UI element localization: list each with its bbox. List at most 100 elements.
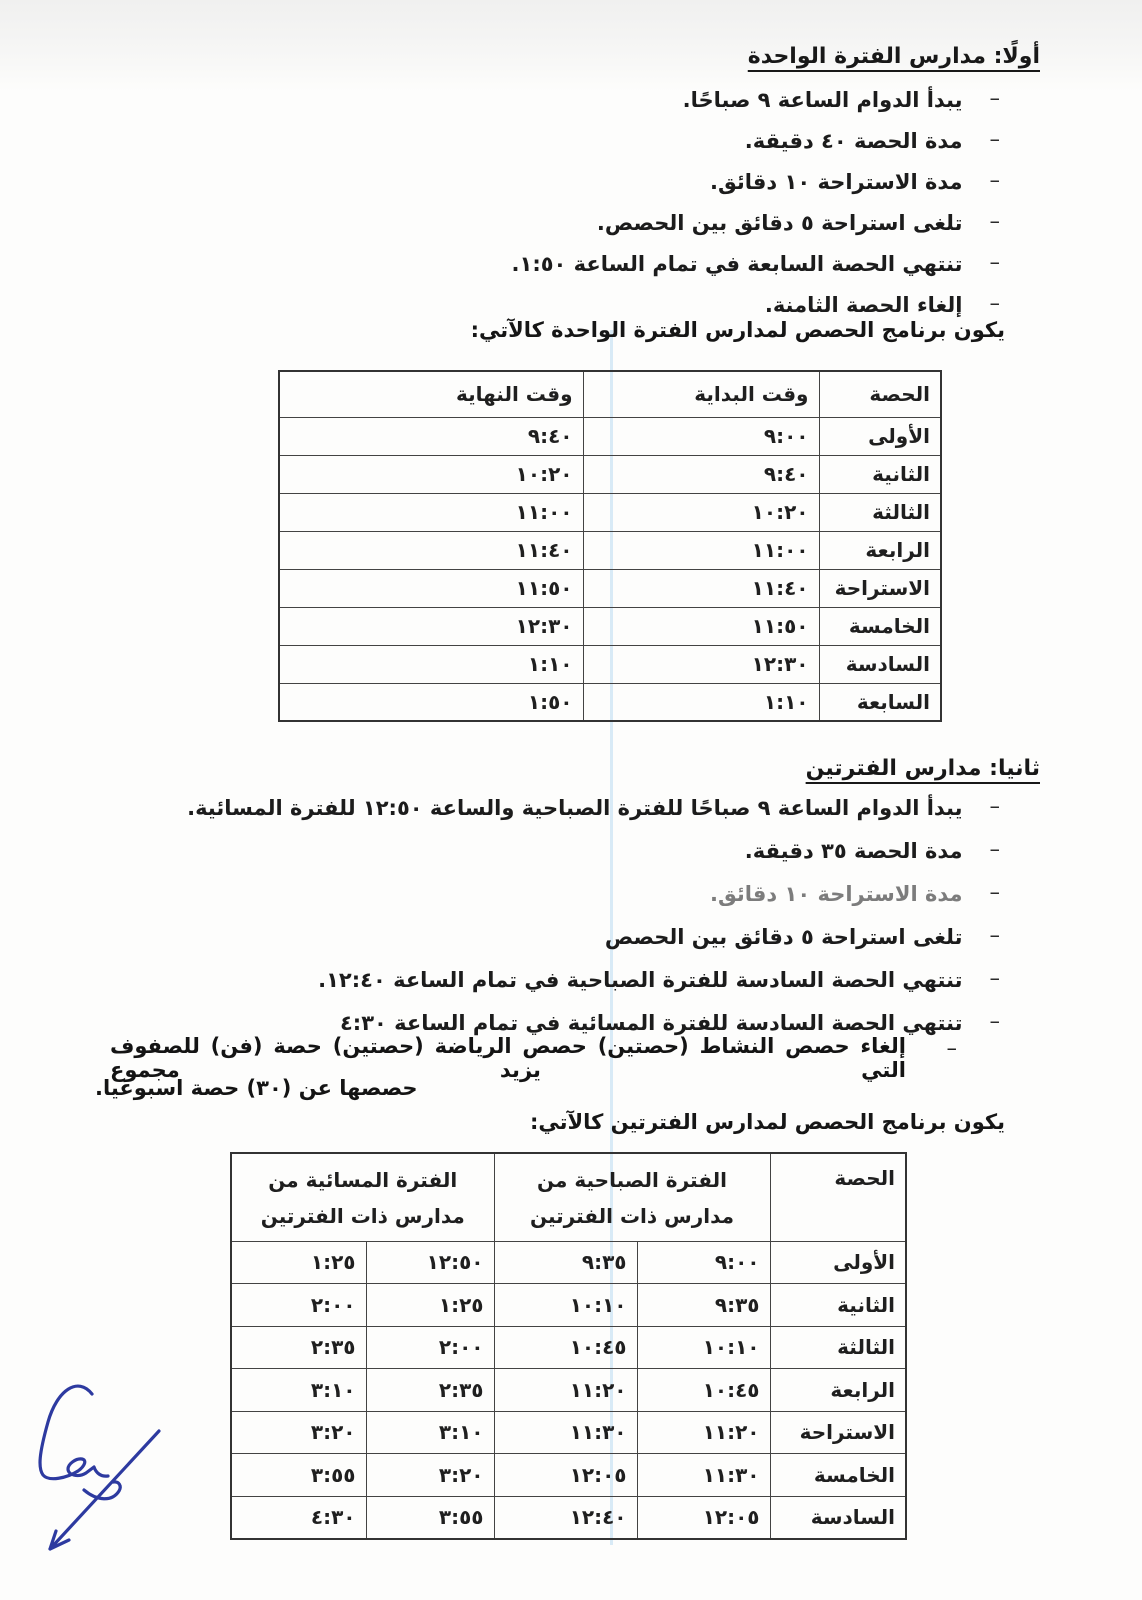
list-item: – مدة الحصة ٣٥ دقيقة. — [187, 837, 1000, 882]
table-row: الخامسة ١١:٥٠ ١٢:٣٠ — [278, 606, 942, 646]
table-row: الأولى ٩:٠٠ ٩:٣٥ ١٢:٥٠ ١:٢٥ — [230, 1240, 907, 1284]
start-cell: ١١:٠٠ — [582, 530, 820, 570]
evening-end-cell: ٢:٠٠ — [230, 1283, 367, 1327]
table-row: الثانية ٩:٤٠ ١٠:٢٠ — [278, 454, 942, 494]
start-cell: ١١:٤٠ — [582, 568, 820, 608]
period-cell: الرابعة — [769, 1368, 907, 1412]
period-cell: الخامسة — [769, 1453, 907, 1497]
bullet-text: تنتهي الحصة السادسة للفترة الصباحية في ت… — [318, 968, 963, 992]
col-header-end-time: وقت النهاية — [278, 370, 584, 418]
bullet-text: مدة الاستراحة ١٠ دقائق. — [710, 882, 963, 906]
list-item: – تنتهي الحصة السابعة في تمام الساعة ١:٥… — [511, 250, 1001, 293]
dash-bullet-marker: – — [989, 880, 1001, 904]
table-row: الثالثة ١٠:٢٠ ١١:٠٠ — [278, 492, 942, 532]
dash-bullet-marker: – — [989, 1009, 1001, 1033]
table-row: الخامسة ١١:٣٠ ١٢:٠٥ ٣:٢٠ ٣:٥٥ — [230, 1453, 907, 1497]
table-row: الاستراحة ١١:٤٠ ١١:٥٠ — [278, 568, 942, 608]
signature-loop — [38, 1384, 110, 1481]
period-cell: الخامسة — [818, 606, 942, 646]
table-row: الرابعة ١٠:٤٥ ١١:٢٠ ٢:٣٥ ٣:١٠ — [230, 1368, 907, 1412]
period-cell: السابعة — [818, 682, 942, 722]
end-cell: ١:٥٠ — [278, 682, 584, 722]
start-cell: ١:١٠ — [582, 682, 820, 722]
morning-end-cell: ١٢:٤٠ — [493, 1495, 638, 1539]
cancellation-bullet-line2: حصصها عن (٣٠) حصة اسبوعيا. — [95, 1076, 418, 1100]
table-row: السادسة ١٢:٣٠ ١:١٠ — [278, 644, 942, 684]
dash-bullet-marker: – — [989, 250, 1001, 274]
evening-start-cell: ٢:٣٥ — [365, 1368, 495, 1412]
section1-bullet-list: – يبدأ الدوام الساعة ٩ صباحًا. – مدة الح… — [511, 86, 1001, 334]
morning-end-cell: ١٠:٤٥ — [493, 1325, 638, 1369]
evening-end-cell: ٢:٣٥ — [230, 1325, 367, 1369]
end-cell: ١١:٥٠ — [278, 568, 584, 608]
bullet-text: تلغى استراحة ٥ دقائق بين الحصص. — [596, 211, 963, 235]
evening-start-cell: ٢:٠٠ — [365, 1325, 495, 1369]
evening-start-cell: ٣:٢٠ — [365, 1453, 495, 1497]
morning-end-cell: ١١:٢٠ — [493, 1368, 638, 1412]
list-item: – مدة الاستراحة ١٠ دقائق. — [512, 168, 1000, 211]
section2-bullet-list: – يبدأ الدوام الساعة ٩ صباحًا للفترة الص… — [187, 794, 1001, 1054]
section1-table-intro: يكون برنامج الحصص لمدارس الفترة الواحدة … — [470, 318, 1005, 342]
table-row: السادسة ١٢:٠٥ ١٢:٤٠ ٣:٥٥ ٤:٣٠ — [230, 1495, 907, 1539]
bullet-text: يبدأ الدوام الساعة ٩ صباحًا للفترة الصبا… — [187, 796, 963, 820]
evening-start-cell: ١:٢٥ — [365, 1283, 495, 1327]
dash-bullet-marker: – — [989, 923, 1001, 947]
period-cell: الأولى — [818, 416, 942, 456]
single-period-schedule-table: الحصة وقت البداية وقت النهاية الأولى ٩:٠… — [278, 370, 942, 722]
morning-end-cell: ١٠:١٠ — [493, 1283, 638, 1327]
morning-end-cell: ١٢:٠٥ — [493, 1453, 638, 1497]
evening-end-cell: ١:٢٥ — [230, 1240, 367, 1284]
dash-bullet-marker: – — [946, 1036, 958, 1060]
morning-end-cell: ١١:٣٠ — [493, 1410, 638, 1454]
list-item: – تنتهي الحصة السادسة للفترة الصباحية في… — [187, 966, 1000, 1011]
end-cell: ١١:٠٠ — [278, 492, 584, 532]
bullet-text: مدة الحصة ٣٥ دقيقة. — [744, 839, 963, 863]
morning-end-cell: ٩:٣٥ — [493, 1240, 638, 1284]
start-cell: ٩:٤٠ — [582, 454, 820, 494]
dash-bullet-marker: – — [989, 127, 1001, 151]
list-item: – تلغى استراحة ٥ دقائق بين الحصص. — [512, 209, 1001, 252]
period-cell: الثالثة — [769, 1325, 907, 1369]
dash-bullet-marker: – — [989, 209, 1001, 233]
list-item: – مدة الحصة ٤٠ دقيقة. — [512, 127, 1001, 170]
morning-start-cell: ١١:٢٠ — [636, 1410, 771, 1454]
end-cell: ١:١٠ — [278, 644, 584, 684]
bullet-text: تنتهي الحصة السابعة في تمام الساعة ١:٥٠. — [511, 252, 963, 276]
end-cell: ٩:٤٠ — [278, 416, 584, 456]
start-cell: ١١:٥٠ — [582, 606, 820, 646]
list-item: – إلغاء الحصة الثامنة. — [512, 291, 1000, 334]
evening-start-cell: ٣:١٠ — [365, 1410, 495, 1454]
end-cell: ١٠:٢٠ — [278, 454, 584, 494]
morning-start-cell: ٩:٣٥ — [636, 1283, 771, 1327]
dash-bullet-marker: – — [989, 86, 1001, 110]
signature-slash — [48, 1429, 161, 1551]
period-cell: الأولى — [769, 1240, 907, 1284]
bullet-text: مدة الحصة ٤٠ دقيقة. — [744, 129, 963, 153]
morning-start-cell: ١١:٣٠ — [636, 1453, 771, 1497]
period-cell: الرابعة — [818, 530, 942, 570]
table-header-row: الحصة الفترة الصباحية من مدارس ذات الفتر… — [230, 1152, 907, 1242]
start-cell: ٩:٠٠ — [582, 416, 820, 456]
bullet-text: يبدأ الدوام الساعة ٩ صباحًا. — [682, 88, 963, 112]
evening-end-cell: ٣:١٠ — [230, 1368, 367, 1412]
col-header-period: الحصة — [769, 1152, 907, 1242]
table-row: الثانية ٩:٣٥ ١٠:١٠ ١:٢٥ ٢:٠٠ — [230, 1283, 907, 1327]
start-cell: ١٢:٣٠ — [582, 644, 820, 684]
table-header-row: الحصة وقت البداية وقت النهاية — [278, 370, 942, 418]
period-cell: الثانية — [769, 1283, 907, 1327]
table-row: السابعة ١:١٠ ١:٥٠ — [278, 682, 942, 722]
col-header-start-time: وقت البداية — [582, 370, 820, 418]
bullet-text: تلغى استراحة ٥ دقائق بين الحصص — [604, 925, 963, 949]
table-row: الرابعة ١١:٠٠ ١١:٤٠ — [278, 530, 942, 570]
bullet-text: تنتهي الحصة السادسة للفترة المسائية في ت… — [339, 1011, 963, 1035]
morning-start-cell: ١٠:١٠ — [636, 1325, 771, 1369]
scan-artifact-top-band — [0, 0, 1142, 92]
period-cell: الاستراحة — [818, 568, 942, 608]
section2-title: ثانيا: مدارس الفترتين — [805, 756, 1040, 781]
period-cell: الثانية — [818, 454, 942, 494]
bullet-text: مدة الاستراحة ١٠ دقائق. — [710, 170, 963, 194]
period-cell: السادسة — [818, 644, 942, 684]
dash-bullet-marker: – — [989, 794, 1001, 818]
two-period-schedule-table: الحصة الفترة الصباحية من مدارس ذات الفتر… — [230, 1152, 908, 1540]
